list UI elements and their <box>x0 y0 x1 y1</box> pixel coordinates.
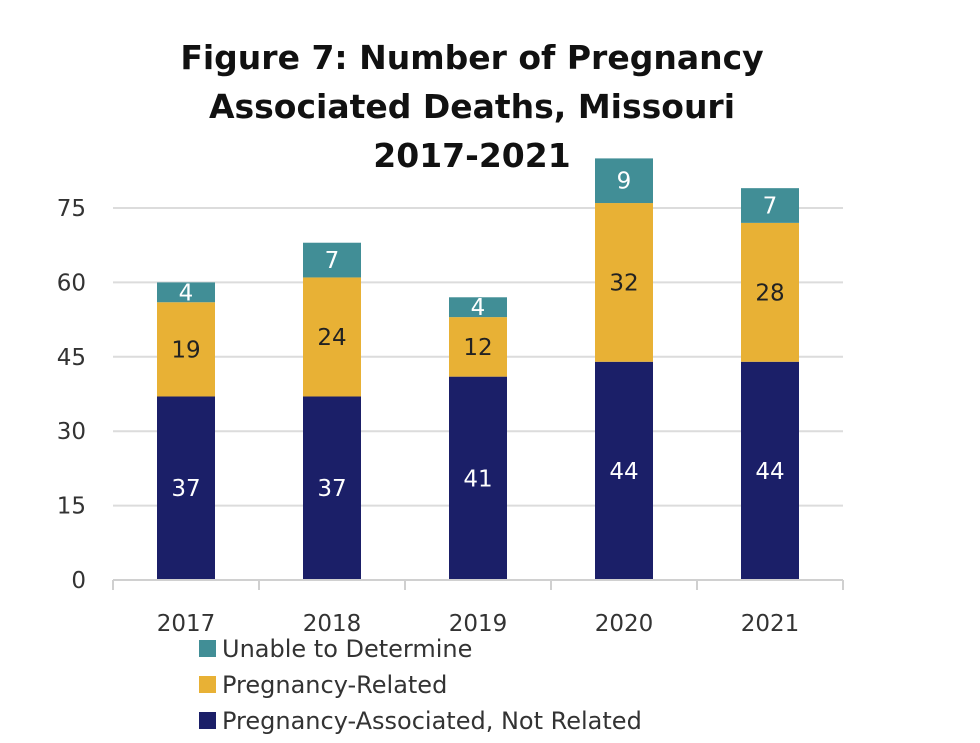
x-tick-label: 2021 <box>741 611 800 637</box>
x-tick-label: 2018 <box>303 611 362 637</box>
data-label: 44 <box>609 459 638 485</box>
bar-segment <box>303 277 361 397</box>
legend-item: Pregnancy-Related <box>199 671 447 699</box>
legend: Unable to Determine Pregnancy-Related Preg… <box>199 635 642 735</box>
legend-label: Pregnancy-Related <box>222 671 447 699</box>
x-tick-label: 2019 <box>449 611 508 637</box>
data-label: 37 <box>171 476 200 502</box>
y-tick-label: 0 <box>71 568 86 594</box>
legend-swatch <box>199 640 216 657</box>
bar-segment <box>303 396 361 580</box>
bar-segment <box>595 158 653 204</box>
x-tick-label: 2017 <box>157 611 216 637</box>
legend-swatch <box>199 712 216 729</box>
data-label: 24 <box>317 325 346 351</box>
bar-segment <box>449 297 507 318</box>
bar-segment <box>157 396 215 580</box>
bar-segment <box>449 317 507 377</box>
bar-segment <box>595 203 653 362</box>
data-label: 12 <box>463 335 492 361</box>
bar-segment <box>449 376 507 580</box>
data-label: 28 <box>755 280 784 306</box>
data-label: 37 <box>317 476 346 502</box>
bar-segment <box>741 361 799 580</box>
chart-title-line: Figure 7: Number of Pregnancy <box>180 38 763 77</box>
y-tick-label: 60 <box>57 270 86 296</box>
chart-title: Figure 7: Number of Pregnancy Associated … <box>180 38 763 175</box>
data-label: 7 <box>325 248 340 274</box>
data-label: 19 <box>171 337 200 363</box>
y-tick-label: 15 <box>57 494 86 520</box>
data-label: 41 <box>463 466 492 492</box>
y-tick-label: 75 <box>57 196 86 222</box>
y-tick-label: 45 <box>57 345 86 371</box>
data-label: 9 <box>617 169 632 195</box>
data-label: 44 <box>755 459 784 485</box>
x-axis: 2017 2018 2019 2020 2021 <box>112 579 844 637</box>
bar-segment <box>157 282 215 303</box>
data-label: 4 <box>179 280 194 306</box>
data-label: 7 <box>763 194 778 220</box>
bar-segment <box>157 302 215 397</box>
bar-segment <box>595 361 653 580</box>
chart-title-line: 2017-2021 <box>373 136 570 175</box>
x-tick-label: 2020 <box>595 611 654 637</box>
legend-item: Unable to Determine <box>199 635 472 663</box>
data-label: 32 <box>609 270 638 296</box>
bar-segment <box>303 242 361 278</box>
bar-segment <box>741 188 799 223</box>
bar-segment <box>741 222 799 362</box>
legend-label: Unable to Determine <box>222 635 472 663</box>
legend-swatch <box>199 676 216 693</box>
data-label: 4 <box>471 295 486 321</box>
legend-item: Pregnancy-Associated, Not Related <box>199 707 642 735</box>
chart-title-line: Associated Deaths, Missouri <box>209 87 735 126</box>
y-tick-label: 30 <box>57 419 86 445</box>
legend-label: Pregnancy-Associated, Not Related <box>222 707 642 735</box>
